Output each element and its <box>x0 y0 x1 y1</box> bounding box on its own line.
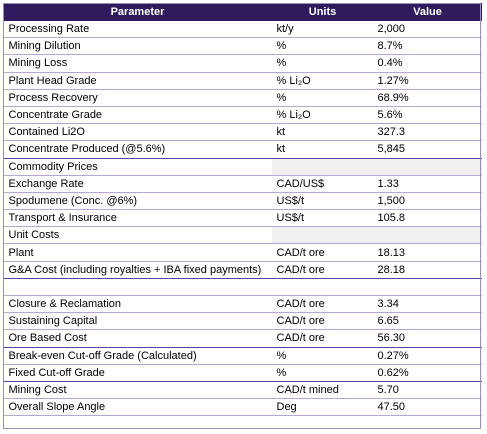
value-cell: 1.33 <box>373 175 482 193</box>
parameter-cell: Mining Dilution <box>3 37 272 56</box>
value-cell: 1.27% <box>373 72 482 90</box>
parameter-cell: Concentrate Produced (@5.6%) <box>3 140 272 159</box>
units-cell: US$/t <box>271 192 374 211</box>
value-cell: 18.13 <box>373 243 482 262</box>
table-row: Spodumene (Conc. @6%) US$/t 1,500 <box>3 192 482 211</box>
units-cell: % <box>271 37 374 56</box>
value-cell: 68.9% <box>373 89 482 107</box>
units-cell: Deg <box>271 398 374 417</box>
table-row: Concentrate Grade% Li₂O 5.6% <box>3 106 482 125</box>
value-cell: 5.6% <box>373 106 482 125</box>
parameter-cell: Concentrate Grade <box>3 106 272 125</box>
parameters-table-container: Parameter Units Value Processing Rate kt/… <box>3 3 482 429</box>
table-row: Processing Rate kt/y 2,000 <box>3 20 482 39</box>
units-cell: % <box>271 89 374 107</box>
value-cell <box>373 158 482 176</box>
parameter-cell: Fixed Cut-off Grade <box>3 364 272 382</box>
table-row: Mining Loss% 0.4% <box>3 54 482 73</box>
units-cell: kt <box>271 123 374 142</box>
value-cell <box>373 226 482 245</box>
units-cell: % <box>271 54 374 73</box>
parameter-cell <box>3 278 272 297</box>
value-cell: 56.30 <box>373 329 482 348</box>
units-cell: CAD/US$ <box>271 175 374 193</box>
units-cell: CAD/t ore <box>271 261 374 279</box>
table-row: Sustaining Capital CAD/t ore 6.65 <box>3 312 482 331</box>
parameter-cell: Spodumene (Conc. @6%) <box>3 192 272 211</box>
units-cell <box>271 226 374 245</box>
header-parameter: Parameter <box>3 3 272 21</box>
value-cell: 28.18 <box>373 261 482 279</box>
parameter-cell: Closure & Reclamation <box>3 295 272 314</box>
units-cell: % <box>271 364 374 382</box>
table-row: Overall Slope Angle Deg 47.50 <box>3 398 482 417</box>
table-row: Closure & Reclamation CAD/t ore 3.34 <box>3 295 482 314</box>
table-row: Process Recovery% 68.9% <box>3 89 482 107</box>
value-cell: 0.4% <box>373 54 482 73</box>
table-row: Exchange Rate CAD/US$ 1.33 <box>3 175 482 193</box>
table-row: Break-even Cut-off Grade (Calculated)% 0.… <box>3 347 482 365</box>
value-cell: 1,500 <box>373 192 482 211</box>
units-cell: CAD/t ore <box>271 295 374 314</box>
table-row: Commodity Prices <box>3 158 482 176</box>
value-cell: 5.70 <box>373 381 482 400</box>
parameter-cell: Unit Costs <box>3 226 272 245</box>
value-cell: 3.34 <box>373 295 482 314</box>
units-cell: % Li₂O <box>271 106 374 125</box>
value-cell <box>373 278 482 297</box>
value-cell: 0.27% <box>373 347 482 365</box>
parameter-cell: Commodity Prices <box>3 158 272 176</box>
units-cell: CAD/t ore <box>271 312 374 331</box>
table-row: Ore Based Cost CAD/t ore 56.30 <box>3 329 482 348</box>
units-cell: CAD/t ore <box>271 329 374 348</box>
parameter-cell: Plant <box>3 243 272 262</box>
units-cell: % Li₂O <box>271 72 374 90</box>
parameter-cell: Sustaining Capital <box>3 312 272 331</box>
parameter-cell: Ore Based Cost <box>3 329 272 348</box>
header-value: Value <box>373 3 482 21</box>
header-units: Units <box>271 3 374 21</box>
value-cell: 2,000 <box>373 20 482 39</box>
parameter-cell: Mining Loss <box>3 54 272 73</box>
table-row: Mining Dilution% 8.7% <box>3 37 482 56</box>
table-row: Fixed Cut-off Grade% 0.62% <box>3 364 482 382</box>
value-cell: 8.7% <box>373 37 482 56</box>
parameter-cell: Processing Rate <box>3 20 272 39</box>
parameter-cell: Overall Slope Angle <box>3 398 272 417</box>
parameter-cell: Mining Cost <box>3 381 272 400</box>
table-body: Processing Rate kt/y 2,000 Mining Dilution%… <box>3 20 482 417</box>
table-row: Mining Cost CAD/t mined 5.70 <box>3 381 482 400</box>
units-cell <box>271 278 374 297</box>
parameter-cell: Transport & Insurance <box>3 209 272 228</box>
table-row: Plant Head Grade% Li₂O 1.27% <box>3 72 482 90</box>
value-cell: 105.8 <box>373 209 482 228</box>
units-cell: kt/y <box>271 20 374 39</box>
units-cell: % <box>271 347 374 365</box>
value-cell: 327.3 <box>373 123 482 142</box>
units-cell: CAD/t ore <box>271 243 374 262</box>
parameter-cell: Exchange Rate <box>3 175 272 193</box>
table-row: G&A Cost (including royalties + IBA fixe… <box>3 261 482 279</box>
table-row: Unit Costs <box>3 226 482 245</box>
parameters-table: Parameter Units Value Processing Rate kt/… <box>3 3 482 417</box>
parameter-cell: Break-even Cut-off Grade (Calculated) <box>3 347 272 365</box>
value-cell: 0.62% <box>373 364 482 382</box>
parameter-cell: G&A Cost (including royalties + IBA fixe… <box>3 261 272 279</box>
value-cell: 6.65 <box>373 312 482 331</box>
value-cell: 5,845 <box>373 140 482 159</box>
parameter-cell: Plant Head Grade <box>3 72 272 90</box>
table-row: Plant CAD/t ore 18.13 <box>3 243 482 262</box>
units-cell: CAD/t mined <box>271 381 374 400</box>
table-row: Transport & Insurance US$/t 105.8 <box>3 209 482 228</box>
table-row: Contained Li2O kt 327.3 <box>3 123 482 142</box>
parameter-cell: Contained Li2O <box>3 123 272 142</box>
value-cell: 47.50 <box>373 398 482 417</box>
parameter-cell: Process Recovery <box>3 89 272 107</box>
table-row <box>3 278 482 297</box>
units-cell: US$/t <box>271 209 374 228</box>
table-header-row: Parameter Units Value <box>3 3 482 21</box>
table-row: Concentrate Produced (@5.6%) kt 5,845 <box>3 140 482 159</box>
units-cell <box>271 158 374 176</box>
units-cell: kt <box>271 140 374 159</box>
